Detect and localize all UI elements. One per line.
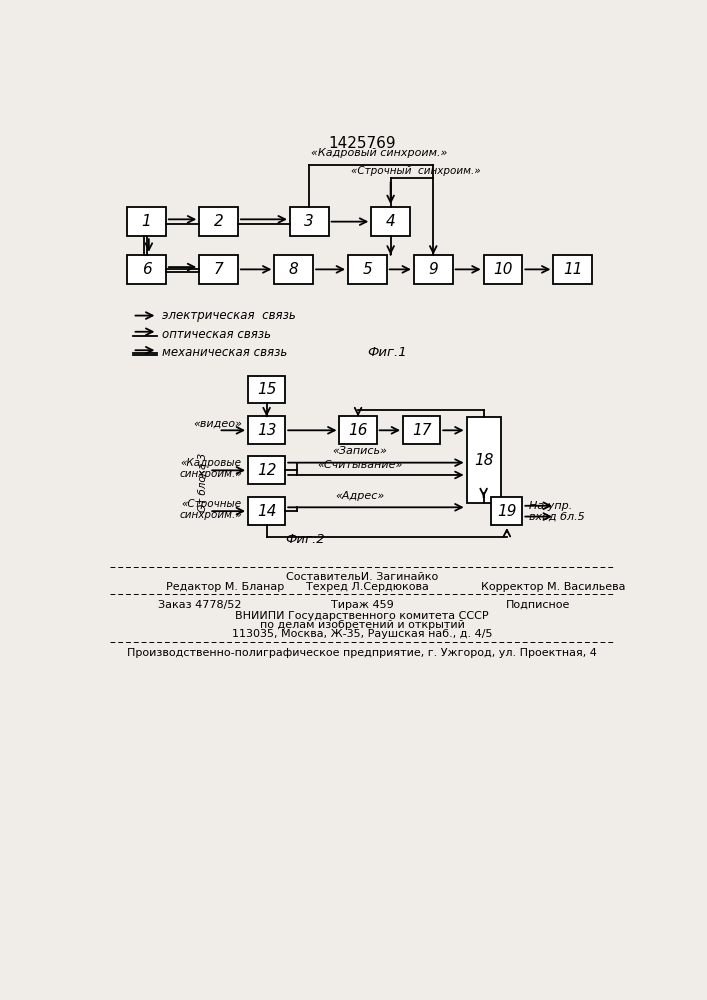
Text: СоставительИ. Загинайко: СоставительИ. Загинайко [286, 572, 438, 582]
Text: вход бл.5: вход бл.5 [529, 512, 584, 522]
Text: Подписное: Подписное [506, 600, 570, 610]
Text: 9: 9 [428, 262, 438, 277]
Bar [371, 207, 410, 236]
Bar [248, 456, 285, 484]
Bar [491, 497, 522, 525]
Bar [248, 497, 285, 525]
Text: 14: 14 [257, 504, 276, 519]
Text: 1: 1 [141, 214, 151, 229]
Text: «Запись»: «Запись» [332, 446, 387, 456]
Text: «Строчные: «Строчные [182, 499, 242, 509]
Bar [274, 255, 313, 284]
Bar [127, 207, 166, 236]
Text: Фиг.2: Фиг.2 [286, 533, 325, 546]
Bar [414, 255, 452, 284]
Text: На упр.: На упр. [529, 501, 572, 511]
Text: Фиг.1: Фиг.1 [368, 346, 407, 359]
Bar [248, 376, 285, 403]
Bar [554, 255, 592, 284]
Text: 19: 19 [497, 504, 517, 519]
Text: 10: 10 [493, 262, 513, 277]
Text: 4: 4 [386, 214, 395, 229]
Text: 13: 13 [257, 423, 276, 438]
Text: Производственно-полиграфическое предприятие, г. Ужгород, ул. Проектная, 4: Производственно-полиграфическое предприя… [127, 648, 597, 658]
Text: 8: 8 [289, 262, 298, 277]
Text: 1425769: 1425769 [328, 136, 396, 151]
Bar [290, 207, 329, 236]
Text: 113035, Москва, Ж-35, Раушская наб., д. 4/5: 113035, Москва, Ж-35, Раушская наб., д. … [232, 629, 492, 639]
Bar [199, 255, 238, 284]
Text: 6: 6 [141, 262, 151, 277]
Text: «Кадровые: «Кадровые [181, 458, 242, 468]
Text: синхроим.»: синхроим.» [179, 510, 242, 520]
Text: 3: 3 [305, 214, 314, 229]
Text: «видео»: «видео» [193, 418, 242, 428]
Bar [248, 416, 285, 444]
Text: 17: 17 [412, 423, 431, 438]
Text: «Считывание»: «Считывание» [317, 460, 402, 470]
Text: 15: 15 [257, 382, 276, 397]
Text: 7: 7 [214, 262, 223, 277]
Text: «Адрес»: «Адрес» [335, 491, 384, 501]
Bar [199, 207, 238, 236]
Text: электрическая  связь: электрическая связь [162, 309, 296, 322]
Text: Корректор М. Васильева: Корректор М. Васильева [481, 582, 626, 592]
Bar [467, 417, 501, 503]
Text: Техред Л.Сердюкова: Техред Л.Сердюкова [306, 582, 429, 592]
Text: От блока 3: От блока 3 [198, 452, 208, 512]
Text: механическая связь: механическая связь [162, 346, 287, 359]
Text: «Строчный  синхроим.»: «Строчный синхроим.» [351, 166, 481, 176]
Bar [348, 255, 387, 284]
Text: 2: 2 [214, 214, 223, 229]
Text: Редактор М. Бланар: Редактор М. Бланар [166, 582, 284, 592]
Text: по делам изобретений и открытий: по делам изобретений и открытий [259, 620, 464, 630]
Bar [484, 255, 522, 284]
Text: «Кадровый синхроим.»: «Кадровый синхроим.» [311, 148, 448, 158]
Text: ВНИИПИ Государственного комитета СССР: ВНИИПИ Государственного комитета СССР [235, 611, 489, 621]
Text: оптическая связь: оптическая связь [162, 328, 271, 341]
Bar [403, 416, 440, 444]
Text: Заказ 4778/52: Заказ 4778/52 [158, 600, 242, 610]
Text: 12: 12 [257, 463, 276, 478]
Bar [339, 416, 377, 444]
Text: 5: 5 [363, 262, 373, 277]
Text: 11: 11 [563, 262, 583, 277]
Text: синхроим.»: синхроим.» [179, 469, 242, 479]
Bar [127, 255, 166, 284]
Text: 18: 18 [474, 453, 493, 468]
Text: Тираж 459: Тираж 459 [331, 600, 393, 610]
Text: 16: 16 [349, 423, 368, 438]
